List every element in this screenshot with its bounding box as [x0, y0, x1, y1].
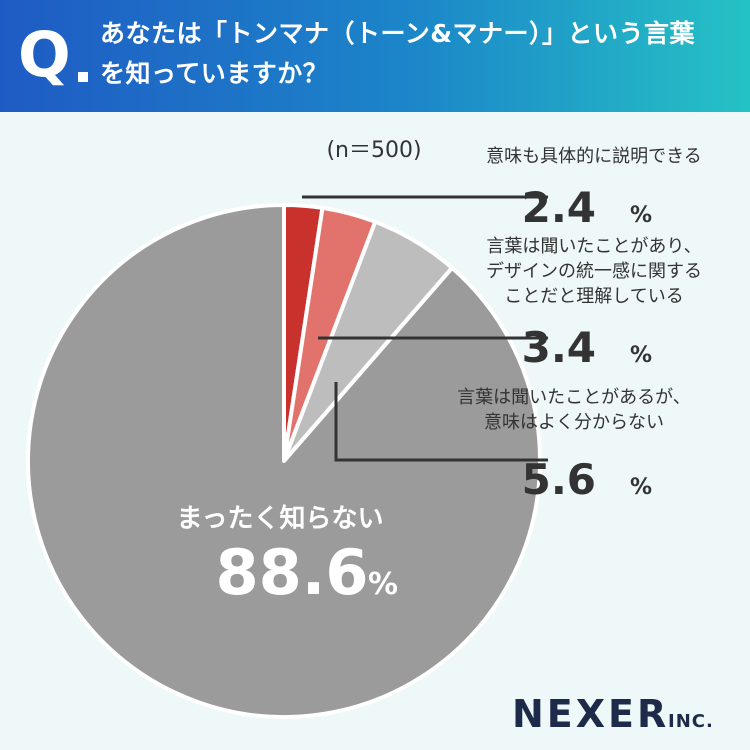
slice-unit-1: %: [630, 203, 652, 228]
logo-sub: INC.: [668, 711, 714, 732]
slice-value-4: 88.6: [216, 536, 369, 609]
pie-slices: [26, 203, 542, 719]
slice-label-2-line-3: ことだと理解している: [504, 286, 683, 307]
slice-unit-3: %: [630, 475, 652, 500]
q-mark: Q: [18, 18, 71, 91]
slice-label-2-line-1: 言葉は聞いたことがあり、: [486, 236, 701, 257]
leader-lines: [302, 195, 548, 462]
slice-unit-4: %: [368, 567, 398, 602]
question-text: あなたは「トンマナ（トーン&マナー）」という言葉 を知っていますか？: [100, 14, 740, 94]
question-line-2: を知っていますか？: [100, 59, 329, 88]
slice-value-1: 2.4: [522, 183, 596, 232]
slice-label-1-line-1: 意味も具体的に説明できる: [486, 146, 702, 167]
leader-line-3: [334, 382, 548, 462]
slice-labels: 意味も具体的に説明できる 2.4 % 言葉は聞いたことがあり、デザインの統一感に関する…: [177, 146, 702, 609]
slice-unit-2: %: [630, 343, 652, 368]
nexer-logo: NEXER INC.: [512, 692, 714, 736]
slice-value-3: 5.6: [522, 455, 596, 504]
q-dot: [78, 72, 88, 82]
question-line-1: あなたは「トンマナ（トーン&マナー）」という言葉: [100, 19, 696, 48]
slice-label-2-line-2: デザインの統一感に関する: [486, 261, 702, 282]
slice-value-2: 3.4: [522, 323, 596, 372]
pie-slice-4: [26, 203, 542, 719]
question-header: Q あなたは「トンマナ（トーン&マナー）」という言葉 を知っていますか？: [0, 0, 750, 112]
slice-label-4: まったく知らない: [177, 504, 384, 534]
logo-main: NEXER: [512, 692, 669, 736]
slice-label-3-line-1: 言葉は聞いたことがあるが、: [457, 387, 691, 408]
sample-size-label: (n＝500): [326, 138, 421, 163]
slice-label-3-line-2: 意味はよく分からない: [484, 412, 664, 433]
